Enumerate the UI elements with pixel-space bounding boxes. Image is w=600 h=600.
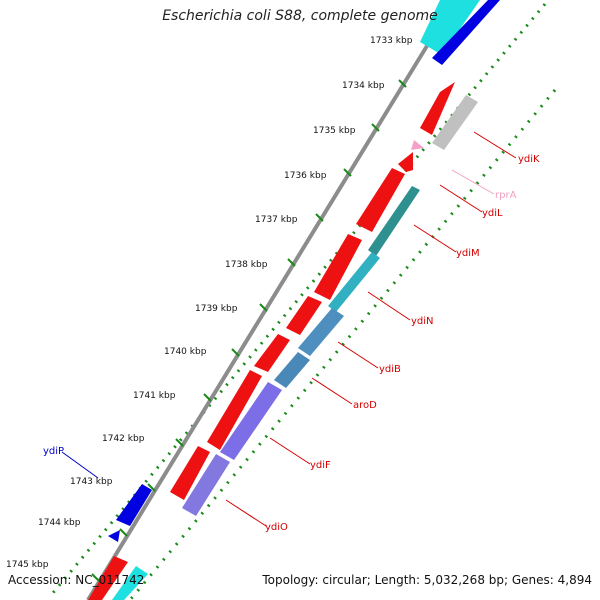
tick-1743 (147, 483, 156, 492)
tick-1742 (175, 438, 184, 447)
leader-ydiB (337, 341, 379, 369)
tick-label: 1741 kbp (133, 391, 176, 401)
tick-1740 (231, 348, 240, 357)
tick-1745 (91, 573, 100, 582)
gene-arrow-ydiL[interactable] (398, 152, 413, 172)
steel-blue-feature (298, 308, 344, 356)
leader-ydiM (413, 224, 457, 253)
gene-arrow-ydiN[interactable] (314, 234, 362, 300)
gene-arrow-bottom (88, 556, 128, 600)
gene-label-ydiF[interactable]: ydiF (310, 460, 331, 471)
tick-1736 (343, 168, 352, 177)
accession-label: Accession: NC_011742 (8, 573, 145, 587)
steel-blue-feature-2 (274, 352, 310, 388)
top-features (420, 0, 500, 65)
tick-label: 1734 kbp (342, 81, 385, 91)
leader-ydiO (225, 499, 267, 527)
purple-feature-2 (182, 454, 230, 516)
tick-1735 (371, 123, 380, 132)
genome-title: Escherichia coli S88, complete genome (162, 8, 438, 24)
tick-1739 (259, 303, 268, 312)
gene-label-ydiN[interactable]: ydiN (411, 316, 434, 327)
teal-feature-ydiM (368, 186, 420, 256)
leader-rprA (451, 169, 495, 195)
gene-label-ydiO[interactable]: ydiO (265, 522, 288, 533)
tick-label: 1735 kbp (313, 126, 356, 136)
leader-ydiK (473, 131, 517, 159)
gene-name-labels: ydiK rprA ydiL ydiM ydiN ydiB aroD ydiF … (43, 154, 540, 533)
blue-small-feature (108, 530, 120, 542)
blue-arrow-ydiP[interactable] (116, 484, 152, 526)
gene-leaders (61, 131, 517, 527)
tick-marks (91, 34, 433, 582)
rprA-feature[interactable] (411, 140, 424, 150)
forward-genes (88, 82, 455, 600)
reverse-genes (108, 95, 478, 600)
leader-ydiP (61, 451, 99, 479)
gene-label-ydiL[interactable]: ydiL (482, 208, 503, 219)
leader-ydiL (439, 184, 483, 213)
tick-label: 1742 kbp (102, 434, 145, 444)
genome-summary: Topology: circular; Length: 5,032,268 bp… (262, 573, 592, 587)
gene-label-ydiK[interactable]: ydiK (518, 154, 540, 165)
gene-arrow-ydiK[interactable] (420, 82, 455, 135)
gene-label-aroD[interactable]: aroD (353, 400, 377, 411)
gene-label-rprA[interactable]: rprA (495, 190, 517, 201)
gene-arrow-ydiF[interactable] (207, 370, 262, 450)
tick-label: 1744 kbp (38, 518, 81, 528)
tick-1734 (398, 79, 407, 88)
tick-1741 (203, 393, 212, 402)
gene-label-ydiB[interactable]: ydiB (379, 364, 401, 375)
leader-ydiN (367, 291, 411, 321)
gene-label-ydiP[interactable]: ydiP (43, 446, 64, 457)
gene-arrow-aroD[interactable] (254, 334, 290, 372)
gene-arrow-ydiM[interactable] (356, 168, 405, 232)
cyan-cds-feature (420, 0, 480, 55)
grey-feature (432, 95, 478, 150)
blue-gene-feature (432, 0, 500, 65)
tick-label: 1738 kbp (225, 260, 268, 270)
leader-ydiF (269, 437, 311, 465)
tick-label: 1743 kbp (70, 477, 113, 487)
tick-1744 (119, 528, 128, 537)
tick-1738 (287, 258, 296, 267)
tick-label: 1739 kbp (195, 304, 238, 314)
outer-dotted-ring (50, 3, 547, 595)
tick-1737 (315, 213, 324, 222)
tick-label: 1736 kbp (284, 171, 327, 181)
genome-backbone (86, 3, 454, 600)
gene-label-ydiM[interactable]: ydiM (456, 248, 480, 259)
teal-feature-ydiN (328, 252, 380, 312)
tick-label: 1745 kbp (6, 560, 49, 570)
leader-aroD (311, 377, 353, 405)
tick-label: 1740 kbp (164, 347, 207, 357)
tick-label: 1737 kbp (255, 215, 298, 225)
cyan-bottom-feature (112, 566, 148, 600)
tick-label: 1733 kbp (370, 36, 413, 46)
tick-labels: 1733 kbp 1734 kbp 1735 kbp 1736 kbp 1737… (6, 36, 413, 570)
purple-feature (220, 382, 282, 460)
gene-arrow-ydiB[interactable] (286, 296, 322, 335)
gene-arrow-ydiO[interactable] (170, 446, 210, 500)
